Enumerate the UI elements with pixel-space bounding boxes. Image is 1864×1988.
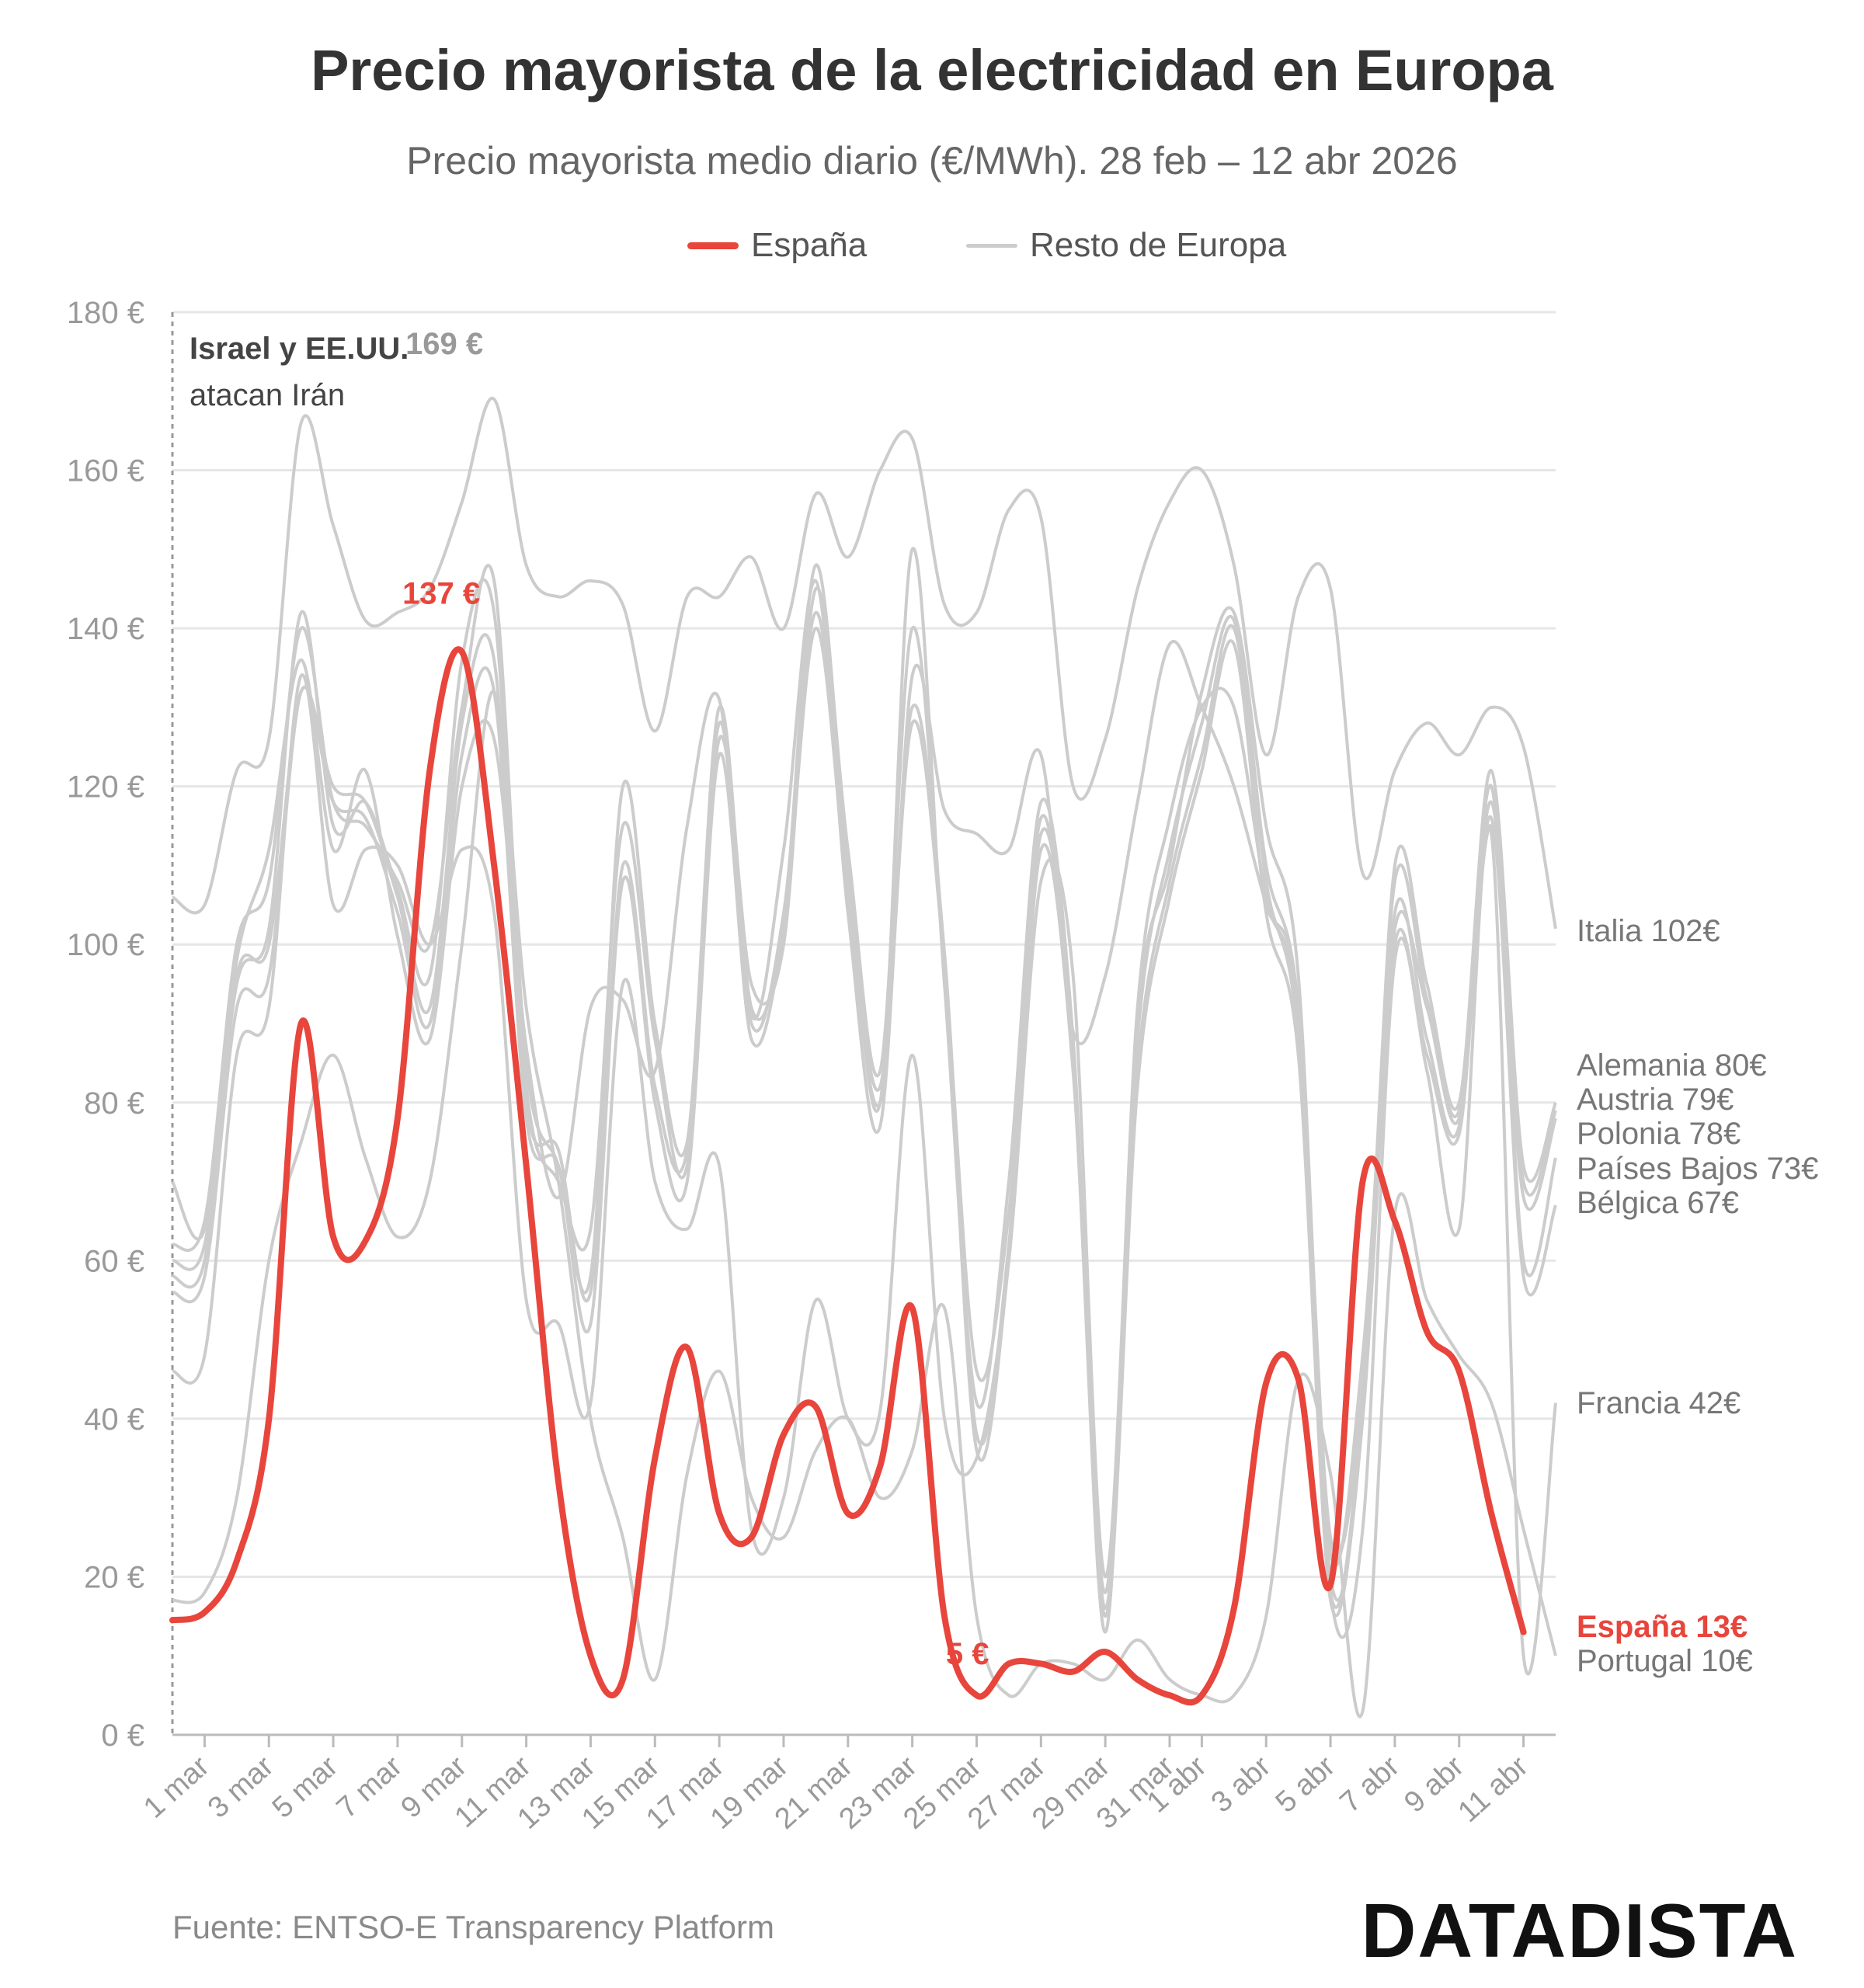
- end-label-paises-bajos: Países Bajos 73€: [1577, 1152, 1818, 1186]
- series-line-alemania: [171, 547, 1557, 1634]
- y-axis: 0 € 20 € 40 € 60 € 80 € 100 € 120 € 140 € 160 € 1…: [67, 296, 144, 1753]
- series-line-paises-bajos: [172, 610, 1557, 1611]
- y-tick-label: 0 €: [101, 1719, 144, 1753]
- legend-item-rest: Resto de Europa: [966, 222, 1286, 269]
- x-tick-label: 5 abr: [1270, 1750, 1342, 1819]
- value-annotation: 5 €: [946, 1637, 989, 1671]
- grid-lines: [172, 311, 1556, 1736]
- end-label-francia: Francia 42€: [1577, 1386, 1741, 1420]
- x-tick-label: 5 mar: [266, 1750, 345, 1824]
- y-tick-label: 40 €: [84, 1402, 144, 1437]
- series-line-francia: [172, 673, 1557, 1676]
- series-line-austria: [172, 578, 1557, 1594]
- chart-title: Precio mayorista de la electricidad en E…: [311, 38, 1553, 103]
- y-tick-label: 80 €: [84, 1086, 144, 1121]
- end-label-austria: Austria 79€: [1577, 1083, 1734, 1117]
- legend-item-spain: España: [687, 222, 867, 269]
- x-tick-label: 3 abr: [1205, 1750, 1278, 1819]
- y-tick-label: 100 €: [67, 928, 144, 962]
- y-tick-label: 140 €: [67, 612, 144, 646]
- y-tick-label: 180 €: [67, 296, 144, 330]
- series-line-italia: [171, 396, 1557, 930]
- chart-subtitle: Precio mayorista medio diario (€/MWh). 2…: [406, 139, 1458, 182]
- x-tick-label: 1 mar: [137, 1750, 216, 1824]
- series-line-espana: [169, 646, 1527, 1706]
- event-marker: Israel y EE.UU. atacan Irán: [171, 312, 409, 1735]
- y-tick-label: 120 €: [67, 770, 144, 805]
- legend: España Resto de Europa: [0, 222, 1864, 269]
- x-tick-label: 7 abr: [1334, 1750, 1406, 1819]
- event-annotation-line1: Israel y EE.UU.: [190, 332, 409, 366]
- legend-label-rest: Resto de Europa: [1030, 226, 1287, 264]
- event-annotation-line2: atacan Irán: [190, 378, 345, 412]
- legend-label-spain: España: [751, 226, 868, 264]
- brand-logo: DATADISTA: [1361, 1888, 1798, 1973]
- rest-series-group: [171, 396, 1557, 1719]
- legend-swatch-rest: [966, 243, 1017, 248]
- series-end-labels: Italia 102€ Alemania 80€Austria 79€Poloni…: [1577, 914, 1818, 1678]
- series-line-portugal: [172, 690, 1557, 1719]
- y-tick-label: 160 €: [67, 454, 144, 488]
- x-tick-label: 7 mar: [331, 1750, 409, 1824]
- spain-series-group: [169, 646, 1527, 1706]
- value-annotation: 169 €: [405, 327, 483, 361]
- value-annotations: 169 € 137 € 5 €: [402, 327, 989, 1671]
- end-label-italia: Italia 102€: [1577, 914, 1720, 948]
- end-label-belgica: Bélgica 67€: [1577, 1186, 1739, 1220]
- series-line-belgica: [172, 627, 1557, 1618]
- end-label-espana: España 13€: [1577, 1610, 1748, 1644]
- source-note: Fuente: ENTSO-E Transparency Platform: [172, 1909, 774, 1945]
- value-annotation: 137 €: [402, 577, 480, 611]
- x-tick-label: 11 abr: [1452, 1750, 1535, 1829]
- series-line-polonia: [171, 579, 1557, 1568]
- legend-swatch-spain: [687, 242, 739, 249]
- x-tick-label: 3 mar: [202, 1750, 280, 1824]
- end-label-polonia: Polonia 78€: [1577, 1117, 1741, 1151]
- end-label-alemania: Alemania 80€: [1577, 1048, 1767, 1083]
- end-label-portugal: Portugal 10€: [1577, 1644, 1753, 1678]
- y-tick-label: 60 €: [84, 1244, 144, 1278]
- y-tick-label: 20 €: [84, 1560, 144, 1594]
